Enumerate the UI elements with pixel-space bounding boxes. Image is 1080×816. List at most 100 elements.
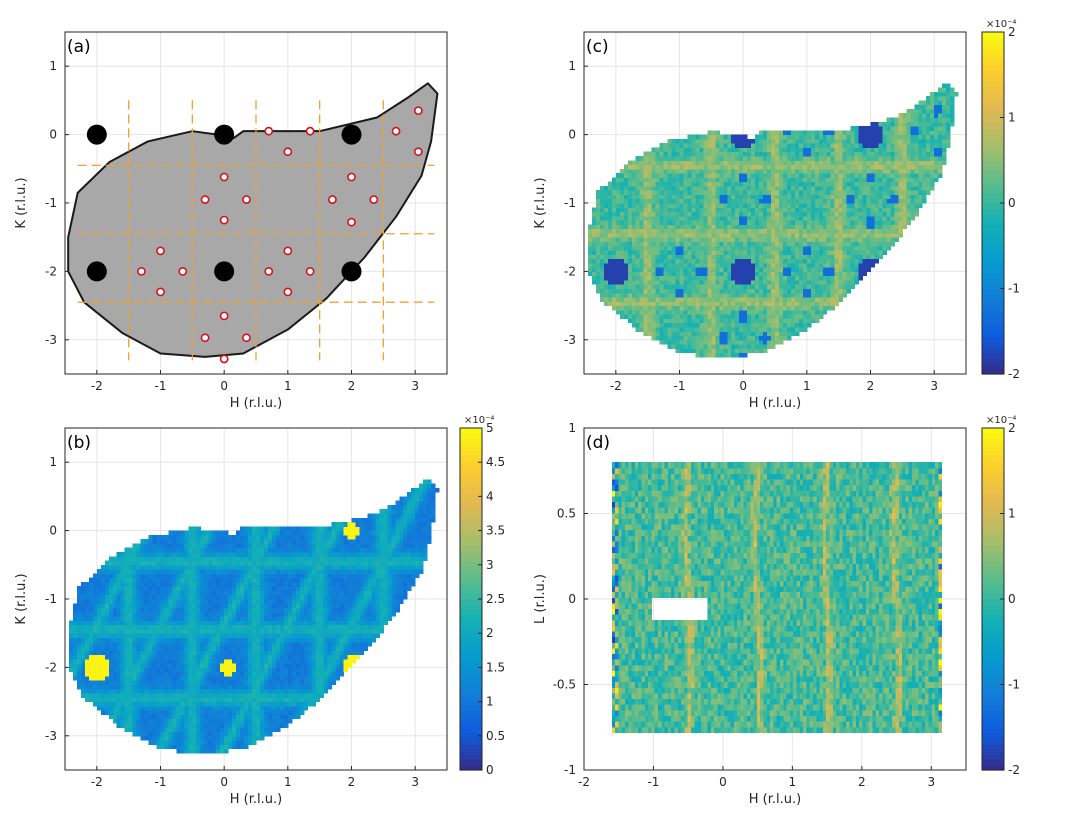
heatmap-cell: [683, 279, 688, 285]
heatmap-cell: [659, 203, 665, 208]
heatmap-cell: [639, 241, 645, 247]
heatmap-cell: [627, 181, 633, 187]
heatmap-cell: [715, 173, 720, 178]
heatmap-cell: [168, 718, 173, 724]
y-tick-label: -3: [564, 333, 576, 347]
heatmap-cell: [806, 203, 812, 208]
heatmap-cell: [124, 727, 130, 733]
heatmap-cell: [751, 147, 756, 153]
heatmap-cell: [687, 250, 692, 255]
heatmap-cell: [703, 250, 708, 255]
heatmap-cell: [778, 309, 784, 315]
heatmap-cell: [759, 151, 764, 157]
heatmap-cell: [176, 646, 181, 651]
heatmap-cell: [739, 309, 744, 315]
heatmap-cell: [703, 309, 708, 315]
heatmap-cell: [663, 279, 669, 285]
heatmap-cell: [731, 134, 736, 140]
heatmap-cell: [751, 138, 756, 144]
heatmap-cell: [826, 164, 832, 170]
heatmap-cell: [735, 250, 740, 255]
heatmap-cell: [886, 155, 891, 161]
heatmap-cell: [890, 181, 895, 187]
heatmap-cell: [767, 250, 772, 255]
heatmap-cell: [747, 220, 752, 225]
heatmap-cell: [667, 322, 673, 328]
heatmap-cell: [595, 237, 601, 242]
heatmap-cell: [651, 211, 657, 217]
heatmap-cell: [128, 667, 134, 673]
heatmap-cell: [930, 126, 935, 131]
heatmap-cell: [643, 271, 649, 277]
heatmap-cell: [778, 250, 784, 255]
heatmap-cell: [607, 190, 613, 195]
heatmap-cell: [782, 267, 788, 272]
heatmap-cell: [782, 168, 788, 174]
heatmap-cell: [120, 714, 126, 720]
heatmap-cell: [747, 292, 752, 298]
heatmap-cell: [156, 543, 161, 549]
heatmap-cell: [136, 684, 142, 690]
heatmap-cell: [782, 305, 788, 311]
heatmap-cell: [663, 254, 669, 260]
heatmap-cell: [735, 344, 740, 349]
heatmap-cell: [743, 138, 748, 144]
heatmap-cell: [164, 714, 169, 720]
heatmap-cell: [675, 344, 680, 349]
heatmap-cell: [687, 185, 692, 191]
heatmap-cell: [156, 705, 161, 711]
heatmap-cell: [695, 284, 700, 289]
heatmap-cell: [84, 641, 90, 647]
heatmap-cell: [623, 284, 629, 289]
heatmap-cell: [763, 181, 768, 187]
heatmap-cell: [790, 198, 796, 204]
heatmap-cell: [124, 641, 130, 647]
colorbar-exponent: ×10⁻⁴: [986, 19, 1016, 30]
heatmap-cell: [806, 305, 812, 311]
heatmap-cell: [699, 318, 704, 324]
heatmap-cell: [842, 173, 848, 178]
heatmap-cell: [675, 203, 680, 208]
heatmap-cell: [798, 297, 804, 302]
heatmap-cell: [679, 305, 684, 311]
heatmap-cell: [874, 245, 879, 251]
heatmap-cell: [104, 658, 110, 664]
heatmap-cell: [703, 215, 708, 221]
heatmap-cell: [627, 190, 633, 195]
heatmap-cell: [112, 633, 118, 638]
heatmap-cell: [68, 667, 74, 673]
heatmap-cell: [655, 267, 661, 272]
heatmap-cell: [946, 91, 951, 97]
heatmap-cell: [631, 207, 637, 213]
heatmap-cell: [822, 292, 828, 298]
heatmap-cell: [814, 314, 820, 319]
heatmap-cell: [160, 658, 165, 664]
heatmap-cell: [747, 194, 752, 200]
heatmap-cell: [703, 344, 708, 349]
heatmap-cell: [874, 211, 879, 217]
heatmap-cell: [711, 215, 716, 221]
heatmap-cell: [703, 292, 708, 298]
heatmap-cell: [699, 190, 704, 195]
heatmap-cell: [771, 203, 776, 208]
heatmap-cell: [946, 138, 951, 144]
heatmap-cell: [667, 237, 673, 242]
heatmap-cell: [172, 658, 177, 664]
heatmap-cell: [627, 220, 633, 225]
heatmap-cell: [647, 194, 653, 200]
heatmap-cell: [148, 731, 154, 737]
heatmap-cell: [108, 680, 114, 685]
heatmap-cell: [842, 151, 848, 157]
heatmap-cell: [112, 650, 118, 656]
heatmap-cell: [647, 207, 653, 213]
heatmap-cell: [842, 284, 848, 289]
heatmap-cell: [80, 586, 86, 591]
heatmap-cell: [814, 288, 820, 294]
heatmap-cell: [874, 190, 879, 195]
heatmap-cell: [846, 262, 852, 268]
heatmap-cell: [160, 667, 165, 673]
heatmap-cell: [116, 620, 122, 626]
heatmap-cell: [76, 594, 82, 600]
heatmap-cell: [755, 288, 760, 294]
